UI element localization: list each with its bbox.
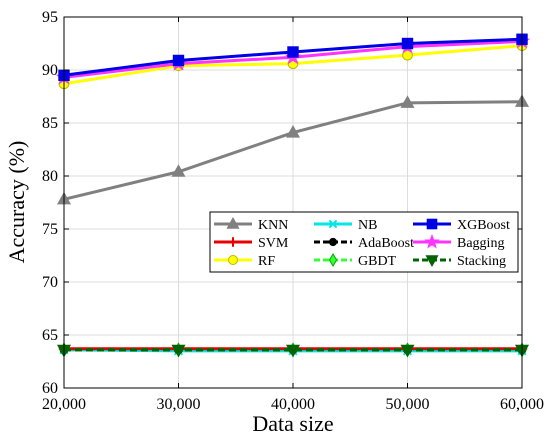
x-tick-label: 40,000 (271, 396, 315, 413)
y-tick-label: 65 (42, 327, 58, 344)
legend-swatch-marker (425, 255, 439, 268)
legend-item-nb: NB (314, 218, 377, 233)
axes: 20,000 30,000 40,000 50,000 60,000 60 65 70 75 80… (42, 9, 544, 413)
legend-label: Stacking (457, 254, 506, 269)
x-tick-label: 30,000 (157, 396, 201, 413)
y-tick-label: 75 (42, 221, 58, 238)
legend-swatch-marker (328, 237, 338, 247)
x-tick-label: 20,000 (42, 396, 86, 413)
y-tick-label: 80 (42, 168, 58, 185)
legend-item-stacking: Stacking (413, 254, 506, 269)
data-point-stacking (171, 344, 186, 358)
data-point-xgboost (287, 46, 299, 58)
legend-swatch-marker (424, 233, 440, 249)
legend-swatch-marker (228, 237, 238, 247)
legend-box (209, 211, 519, 273)
y-tick-label: 60 (42, 380, 58, 397)
legend-swatch-marker (426, 218, 438, 230)
data-point-knn (285, 125, 301, 138)
legend: KNN NB XGBoost SVM AdaBoost Bagging RF GBDT Stac… (209, 211, 519, 273)
y-tick-label: 95 (42, 9, 58, 26)
legend-swatch-marker (226, 216, 240, 229)
legend-swatch-marker (328, 253, 338, 267)
legend-swatch-marker (328, 219, 338, 229)
legend-label: AdaBoost (358, 236, 414, 251)
data-point-rf (402, 49, 413, 61)
legend-label: SVM (258, 236, 289, 251)
legend-item-xgboost: XGBoost (413, 218, 510, 233)
legend-label: NB (358, 218, 377, 233)
y-tick-label: 85 (42, 115, 58, 132)
y-axis-title: Accuracy (%) (4, 141, 29, 264)
data-point-xgboost (172, 54, 185, 67)
legend-label: KNN (258, 218, 288, 233)
legend-label: Bagging (457, 236, 504, 251)
legend-item-bagging: Bagging (413, 233, 504, 251)
data-point-stacking (400, 344, 415, 358)
legend-label: XGBoost (457, 218, 510, 233)
legend-swatch-marker (228, 255, 238, 265)
data-point-stacking (285, 344, 301, 358)
legend-item-adaboost: AdaBoost (314, 236, 414, 251)
grid (63, 16, 523, 389)
data-point-xgboost (401, 37, 414, 50)
y-tick-label: 70 (42, 274, 58, 291)
legend-item-knn: KNN (214, 216, 288, 233)
data-point-knn (400, 95, 415, 108)
legend-label: GBDT (358, 254, 397, 269)
legend-label: RF (258, 254, 275, 269)
x-tick-label: 60,000 (500, 396, 544, 413)
legend-item-rf: RF (214, 254, 275, 269)
legend-item-gbdt: GBDT (314, 253, 397, 269)
x-axis-title: Data size (252, 411, 333, 436)
x-tick-label: 50,000 (386, 396, 430, 413)
data-point-knn (171, 164, 186, 177)
y-tick-label: 90 (42, 62, 58, 79)
legend-item-svm: SVM (214, 236, 289, 251)
